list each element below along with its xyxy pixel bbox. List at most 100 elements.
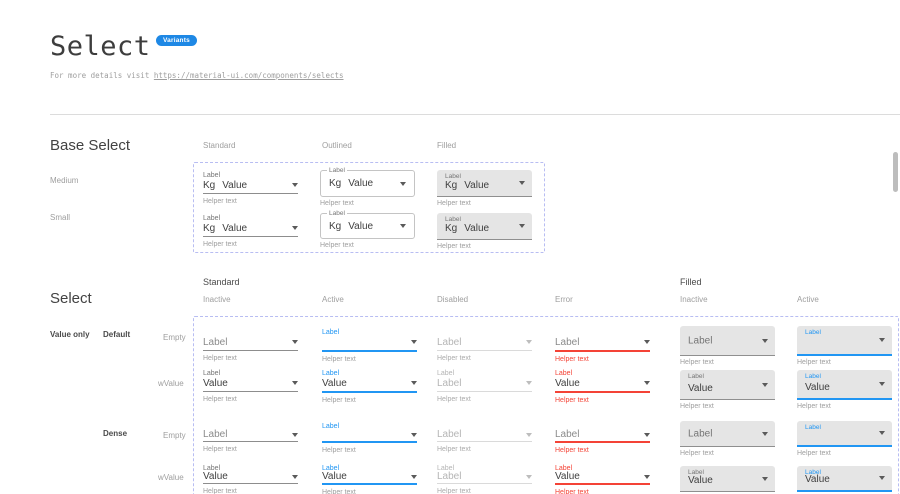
select-field[interactable]: Label (680, 326, 775, 356)
select-filled-active-wvalue: Label Value Helper text (797, 370, 892, 410)
select-field[interactable]: Value (322, 375, 417, 391)
select-field[interactable]: Label (437, 428, 532, 441)
dropdown-caret-icon (762, 476, 768, 481)
select-placeholder-label: Label (688, 428, 713, 439)
select-filled-inactive-empty-dense: Label Helper text (680, 421, 775, 457)
select-standard-active-wvalue-dense: Label Value Helper text (322, 462, 417, 494)
select-underline (555, 350, 650, 352)
select-floating-label: Label (322, 370, 340, 377)
select-standard-disabled-empty: Label Helper text (437, 325, 532, 362)
select-standard-inactive-empty: Label Helper text (203, 325, 298, 362)
select-field[interactable]: Label (797, 421, 892, 447)
select-field[interactable]: Kg Value (203, 177, 298, 193)
select-filled-active-empty-dense: Label Helper text (797, 421, 892, 457)
state-header-error: Error (555, 295, 573, 304)
helper-text: Helper text (437, 243, 471, 250)
floating-label-zone: Label (555, 366, 650, 377)
select-standard-active-empty: Label Helper text (322, 325, 417, 363)
select-floating-label: Label (322, 329, 340, 336)
select-floating-label: Label (555, 465, 573, 472)
select-field[interactable]: Value (322, 470, 417, 483)
helper-text: Helper text (320, 242, 354, 249)
select-standard-active-wvalue: Label Value Helper text (322, 366, 417, 404)
helper-text: Helper text (203, 355, 237, 362)
docs-link[interactable]: https://material-ui.com/components/selec… (153, 71, 344, 80)
col-header-standard: Standard (203, 141, 236, 150)
select-field[interactable]: Label Kg Value (437, 213, 532, 240)
select-underline (203, 236, 298, 237)
subtitle-text: For more details visit (50, 71, 154, 80)
select-field[interactable]: Value (555, 375, 650, 391)
select-value: Value (203, 377, 228, 389)
select-floating-label: Label (203, 370, 221, 377)
helper-text: Helper text (797, 450, 831, 457)
state-header-inactive-standard: Inactive (203, 295, 231, 304)
select-floating-label: Label (437, 370, 455, 377)
helper-text: Helper text (680, 359, 714, 366)
select-field[interactable]: Label Value (797, 370, 892, 400)
scrollbar-thumb[interactable] (893, 152, 898, 192)
row-header-value-only: Value only (50, 330, 90, 339)
select-field[interactable]: Label Value (680, 466, 775, 492)
helper-text: Helper text (320, 200, 354, 207)
select-adornment: Kg (445, 223, 458, 234)
dropdown-caret-icon (400, 181, 406, 186)
state-header-active-filled: Active (797, 295, 819, 304)
select-adornment: Kg (445, 180, 458, 191)
select-underline (322, 391, 417, 393)
select-placeholder-label: Label (437, 336, 462, 348)
select-field[interactable]: Value (203, 470, 298, 483)
helper-text: Helper text (437, 488, 471, 494)
select-underline (203, 391, 298, 392)
select-standard-disabled-wvalue-dense: Label Label Helper text (437, 462, 532, 494)
select-field[interactable]: Label (797, 326, 892, 356)
select-field[interactable]: Label Value (797, 466, 892, 492)
helper-text: Helper text (322, 356, 356, 363)
select-field[interactable]: Label Kg Value (437, 170, 532, 197)
select-field[interactable]: Label (437, 375, 532, 391)
select-field[interactable]: Kg Value (203, 220, 298, 236)
row-header-default: Default (103, 330, 131, 339)
helper-text: Helper text (203, 446, 237, 453)
dropdown-caret-icon (400, 224, 406, 228)
helper-text: Helper text (203, 241, 237, 248)
dropdown-caret-icon (292, 183, 298, 187)
select-filled-inactive-wvalue: Label Value Helper text (680, 370, 775, 410)
select-field[interactable]: Label (680, 421, 775, 447)
select-field[interactable]: Label (555, 428, 650, 441)
floating-label-zone: Label (322, 325, 417, 336)
select-field[interactable]: Label (437, 334, 532, 350)
base-select-standard-small: Label Kg Value Helper text (203, 211, 298, 248)
row-header-default-empty: Empty (163, 333, 186, 342)
select-field[interactable] (322, 334, 417, 350)
floating-label-zone: Label (322, 366, 417, 377)
select-underline (203, 350, 298, 351)
dropdown-caret-icon (879, 382, 885, 386)
floating-label-zone: Label (203, 462, 298, 472)
floating-label-zone (203, 420, 298, 428)
select-field[interactable]: Label Value (680, 370, 775, 400)
select-field[interactable]: Value (203, 375, 298, 391)
dropdown-caret-icon (292, 432, 298, 437)
select-field[interactable]: Label (437, 470, 532, 483)
row-header-medium: Medium (50, 176, 79, 185)
variants-badge-label: Variants (156, 35, 197, 46)
helper-text: Helper text (797, 403, 831, 410)
floating-label-zone: Label (203, 211, 298, 222)
select-underline (555, 441, 650, 443)
select-field[interactable]: Label Kg Value (320, 167, 415, 197)
row-header-dense: Dense (103, 429, 128, 438)
select-field[interactable] (322, 428, 417, 441)
select-field[interactable]: Value (555, 470, 650, 483)
helper-text: Helper text (203, 488, 237, 494)
select-standard-error-wvalue-dense: Label Value Helper text (555, 462, 650, 494)
select-field[interactable]: Label (203, 428, 298, 441)
select-field[interactable]: Label (555, 334, 650, 350)
select-value: Value (222, 179, 248, 191)
select-placeholder-label: Label (555, 429, 580, 440)
select-field[interactable]: Label Kg Value (320, 210, 415, 239)
subtitle: For more details visit https://material-… (50, 71, 344, 80)
select-adornment: Kg (329, 178, 342, 189)
select-field[interactable]: Label (203, 334, 298, 350)
